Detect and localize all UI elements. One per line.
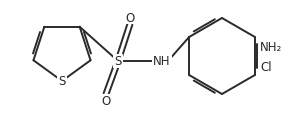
Text: O: O bbox=[101, 95, 111, 108]
Text: NH: NH bbox=[153, 55, 171, 68]
Text: S: S bbox=[114, 55, 122, 68]
Text: NH₂: NH₂ bbox=[260, 41, 282, 54]
Text: Cl: Cl bbox=[260, 61, 271, 74]
Text: S: S bbox=[58, 75, 66, 88]
Text: O: O bbox=[125, 11, 135, 24]
